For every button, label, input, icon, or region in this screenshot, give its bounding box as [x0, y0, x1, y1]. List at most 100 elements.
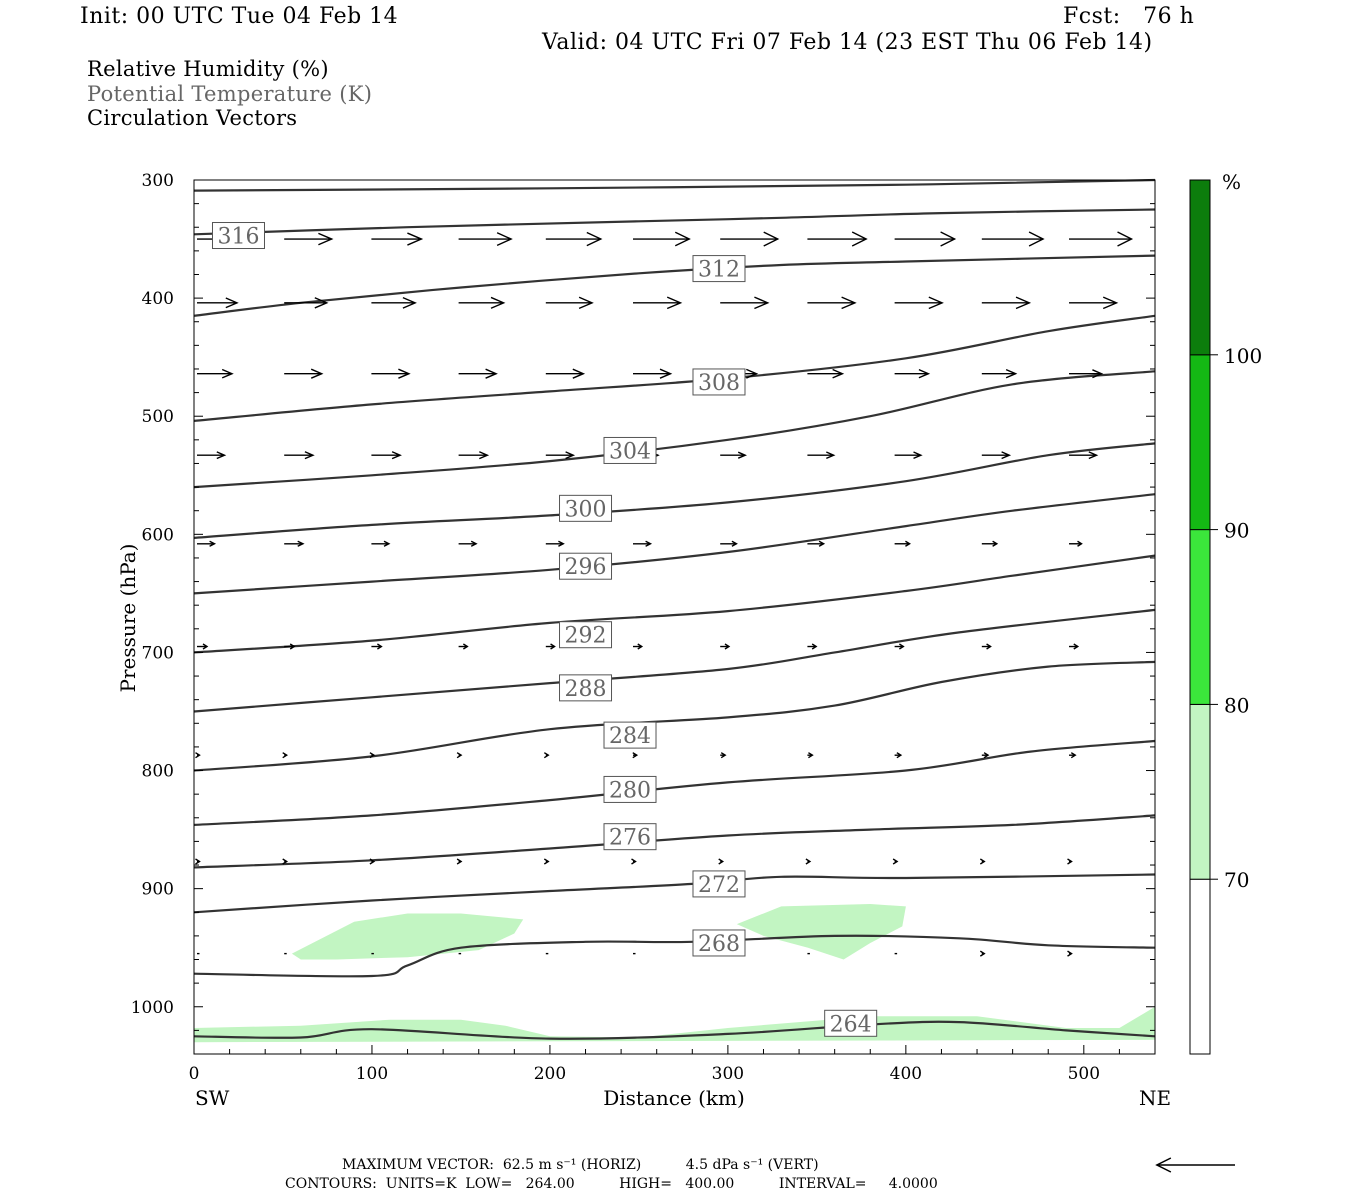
- theta-contour-264: [193, 1020, 1156, 1040]
- colorbar-label-100: 100: [1224, 344, 1262, 368]
- vector-head-6-3: [456, 752, 463, 759]
- vector-head-8-10: [1067, 950, 1073, 957]
- vector-head-5-6: [724, 643, 731, 650]
- vector-head-5-4: [550, 643, 556, 650]
- vector-head-3-6: [737, 451, 747, 459]
- legend-theta: Potential Temperature (K): [87, 82, 373, 106]
- vector-head-4-0: [209, 540, 217, 547]
- contour-label-box-276: [603, 823, 657, 851]
- plot-frame: [193, 179, 1156, 1055]
- vector-head-7-5: [631, 858, 637, 865]
- contour-label-box-280: [603, 775, 657, 803]
- theta-contour-312: [193, 254, 1156, 317]
- x-tick-label-4: 400: [890, 1064, 922, 1084]
- contour-label-296: 296: [565, 555, 607, 580]
- vector-head-4-8: [905, 540, 911, 547]
- colorbar-seg-70-80: [1189, 703, 1211, 880]
- forecast-hour: Fcst: 76 h: [1063, 4, 1195, 29]
- reference-vector-head: [1155, 1157, 1172, 1173]
- contour-label-264: 264: [830, 1012, 872, 1037]
- vector-head-7-6: [718, 858, 725, 865]
- theta-contour-280: [193, 739, 1156, 826]
- contour-label-268: 268: [698, 932, 740, 957]
- vector-head-1-9: [1015, 296, 1032, 310]
- x-tick-label-5: 500: [1068, 1064, 1100, 1084]
- contour-label-292: 292: [565, 624, 607, 649]
- contour-label-288: 288: [565, 677, 607, 702]
- colorbar-label-80: 80: [1224, 693, 1249, 717]
- vector-head-6-10: [1070, 752, 1077, 759]
- vector-head-3-7: [826, 451, 836, 459]
- vector-head-0-10: [1117, 231, 1134, 247]
- theta-contour-300: [193, 442, 1156, 539]
- vector-head-1-8: [928, 296, 944, 310]
- vector-head-0-5: [674, 231, 691, 247]
- vector-head-7-7: [805, 858, 812, 865]
- vector-head-1-10: [1102, 296, 1119, 310]
- vector-head-6-2: [369, 752, 376, 759]
- x-tick-label-0: 0: [189, 1064, 200, 1084]
- contour-label-box-300: [559, 494, 613, 522]
- theta-contour-296: [193, 493, 1156, 595]
- vector-head-5-7: [811, 643, 818, 650]
- vector-head-2-8: [918, 369, 931, 379]
- vector-head-4-9: [992, 540, 999, 547]
- theta-contour-268: [193, 934, 1156, 978]
- vector-head-2-9: [1005, 369, 1018, 379]
- vector-head-3-4: [565, 451, 576, 460]
- y-tick-label-0: 300: [142, 171, 174, 191]
- vector-head-5-9: [986, 643, 992, 650]
- vector-head-4-5: [645, 540, 653, 547]
- colorbar-label-70: 70: [1224, 868, 1249, 892]
- vector-head-6-1: [282, 752, 289, 759]
- theta-contour-layer: [193, 178, 1156, 1040]
- y-tick-label-5: 800: [142, 762, 174, 782]
- contour-label-box-272: [692, 870, 746, 898]
- vector-head-1-6: [754, 296, 770, 310]
- theta-contour-308: [193, 314, 1156, 422]
- vector-head-5-1: [289, 643, 296, 650]
- contour-label-280: 280: [609, 778, 651, 803]
- theta-contour-276: [193, 814, 1156, 869]
- vector-head-7-0: [195, 858, 201, 865]
- vector-head-3-1: [304, 451, 315, 460]
- vector-head-6-5: [632, 752, 639, 759]
- contour-label-box-296: [559, 552, 613, 580]
- theta-contour-288: [193, 608, 1156, 713]
- colorbar-seg-80-90: [1189, 529, 1211, 705]
- vector-head-3-10: [1088, 451, 1099, 460]
- contour-label-box-312: [692, 255, 746, 283]
- vector-head-0-9: [1028, 231, 1045, 247]
- vector-head-3-0: [216, 451, 227, 460]
- contour-label-304: 304: [609, 439, 651, 464]
- rh-shading-layer: [194, 904, 1155, 1043]
- vector-head-5-3: [462, 643, 469, 650]
- vector-head-7-2: [369, 858, 376, 865]
- vector-head-6-7: [808, 752, 814, 759]
- max-vector-note: MAXIMUM VECTOR: 62.5 m s⁻¹ (HORIZ) 4.5 d…: [342, 1157, 819, 1173]
- vector-head-5-2: [377, 643, 383, 650]
- vector-head-4-10: [1077, 540, 1083, 547]
- vector-head-7-10: [1067, 858, 1073, 865]
- colorbar-seg-90-100: [1189, 354, 1211, 531]
- vector-head-5-5: [637, 643, 644, 650]
- theta-contour-292: [193, 554, 1156, 654]
- colorbar-seg-below-70: [1189, 878, 1211, 1055]
- vector-head-7-8: [892, 858, 899, 865]
- contour-label-box-268: [692, 929, 746, 957]
- theta-contour-272: [193, 873, 1156, 914]
- vector-head-3-2: [391, 451, 402, 460]
- theta-contour-320: [193, 178, 1156, 192]
- contour-label-312: 312: [698, 258, 740, 283]
- vector-head-6-0: [195, 752, 201, 759]
- vector-head-3-3: [479, 451, 490, 460]
- vector-head-5-0: [202, 643, 209, 650]
- x-tick-label-2: 200: [534, 1064, 566, 1084]
- vector-head-2-6: [746, 368, 759, 379]
- axes-layer: 0 100 200 300 400 500 300 400 500 600 700 800 900 100…: [131, 171, 1156, 1084]
- vector-head-7-9: [979, 858, 986, 865]
- y-axis-label: Pressure (hPa): [116, 544, 140, 693]
- contour-label-316: 316: [217, 225, 259, 250]
